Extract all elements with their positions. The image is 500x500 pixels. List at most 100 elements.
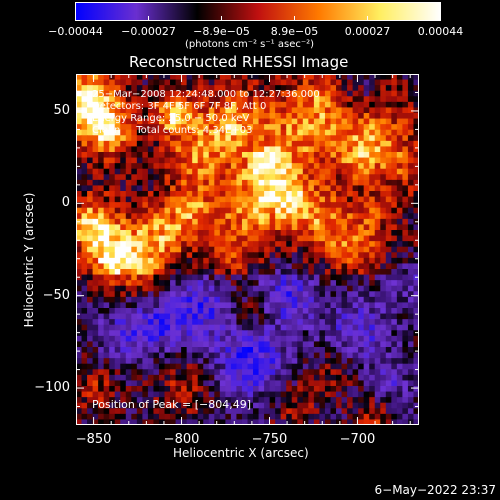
heatmap-cell [225, 140, 232, 148]
heatmap-cell [319, 124, 326, 131]
heatmap-cell [369, 96, 376, 103]
heatmap-cell [363, 241, 370, 248]
heatmap-cell [175, 185, 182, 192]
heatmap-cell [264, 252, 271, 259]
heatmap-cell [192, 135, 199, 142]
heatmap-cell [98, 391, 105, 398]
heatmap-cell [175, 168, 182, 175]
heatmap-cell [214, 202, 221, 209]
heatmap-cell [402, 157, 409, 164]
heatmap-cell [402, 224, 409, 231]
heatmap-cell [158, 335, 166, 343]
heatmap-cell [280, 369, 287, 376]
heatmap-cell [269, 263, 276, 270]
heatmap-cell [319, 118, 326, 125]
heatmap-cell [269, 419, 276, 425]
heatmap-cell [396, 246, 403, 253]
heatmap-cell [158, 386, 166, 393]
heatmap-cell [219, 347, 226, 354]
heatmap-cell [330, 391, 337, 398]
heatmap-cell [81, 397, 88, 404]
heatmap-cell [153, 280, 160, 287]
heatmap-cell [181, 163, 188, 170]
heatmap-cell [241, 257, 249, 265]
heatmap-cell [153, 358, 160, 365]
heatmap-cell [413, 101, 419, 109]
heatmap-cell [175, 413, 182, 421]
heatmap-cell [380, 419, 387, 425]
heatmap-cell [164, 397, 171, 404]
heatmap-cell [203, 269, 210, 276]
heatmap-cell [131, 280, 138, 287]
heatmap-cell [385, 330, 392, 337]
heatmap-cell [407, 274, 415, 281]
heatmap-cell [230, 402, 238, 409]
heatmap-cell [197, 380, 204, 387]
heatmap-cell [280, 79, 287, 86]
heatmap-cell [208, 191, 215, 198]
heatmap-cell [192, 207, 199, 214]
heatmap-cell [98, 257, 105, 265]
heatmap-cell [164, 246, 171, 253]
heatmap-cell [275, 152, 282, 159]
heatmap-cell [341, 257, 348, 265]
heatmap-cell [98, 347, 105, 354]
heatmap-cell [363, 152, 370, 159]
heatmap-cell [341, 324, 348, 331]
heatmap-cell [407, 369, 415, 376]
heatmap-cell [258, 358, 265, 365]
heatmap-cell [352, 224, 359, 231]
heatmap-cell [258, 207, 265, 214]
heatmap-cell [175, 374, 182, 382]
heatmap-cell [336, 124, 343, 131]
heatmap-cell [253, 224, 260, 231]
heatmap-cell [247, 280, 254, 287]
heatmap-cell [347, 224, 354, 231]
heatmap-cell [347, 313, 354, 320]
heatmap-cell [302, 319, 309, 326]
heatmap-cell [319, 218, 326, 226]
heatmap-cell [247, 146, 254, 153]
heatmap-cell [286, 341, 293, 348]
heatmap-cell [81, 308, 88, 315]
heatmap-cell [98, 374, 105, 382]
heatmap-cell [147, 263, 155, 270]
heatmap-cell [374, 85, 381, 92]
heatmap-cell [125, 174, 132, 181]
heatmap-cell [92, 101, 99, 109]
heatmap-cell [203, 191, 210, 198]
heatmap-cell [352, 74, 359, 81]
heatmap-cell [98, 218, 105, 226]
heatmap-cell [286, 168, 293, 175]
heatmap-cell [136, 163, 143, 170]
heatmap-cell [347, 207, 354, 214]
heatmap-cell [286, 324, 293, 331]
heatmap-cell [181, 369, 188, 376]
heatmap-cell [103, 191, 110, 198]
heatmap-cell [374, 296, 381, 304]
heatmap-cell [275, 90, 282, 97]
heatmap-cell [114, 168, 121, 175]
heatmap-cell [136, 413, 143, 421]
heatmap-cell [396, 213, 403, 220]
heatmap-cell [153, 413, 160, 421]
heatmap-cell [347, 79, 354, 86]
heatmap-cell [352, 263, 359, 270]
heatmap-cell [341, 308, 348, 315]
heatmap-cell [125, 280, 132, 287]
heatmap-cell [225, 185, 232, 192]
heatmap-cell [347, 374, 354, 382]
heatmap-cell [175, 330, 182, 337]
peak-position-text: Position of Peak = [−804,49] [92, 398, 252, 411]
heatmap-cell [197, 391, 204, 398]
heatmap-cell [347, 369, 354, 376]
heatmap-cell [131, 380, 138, 387]
heatmap-cell [308, 246, 315, 253]
heatmap-cell [164, 252, 171, 259]
heatmap-cell [186, 202, 193, 209]
heatmap-cell [391, 397, 398, 404]
heatmap-cell [319, 324, 326, 331]
heatmap-cell [247, 202, 254, 209]
heatmap-cell [158, 185, 166, 192]
heatmap-cell [192, 263, 199, 270]
